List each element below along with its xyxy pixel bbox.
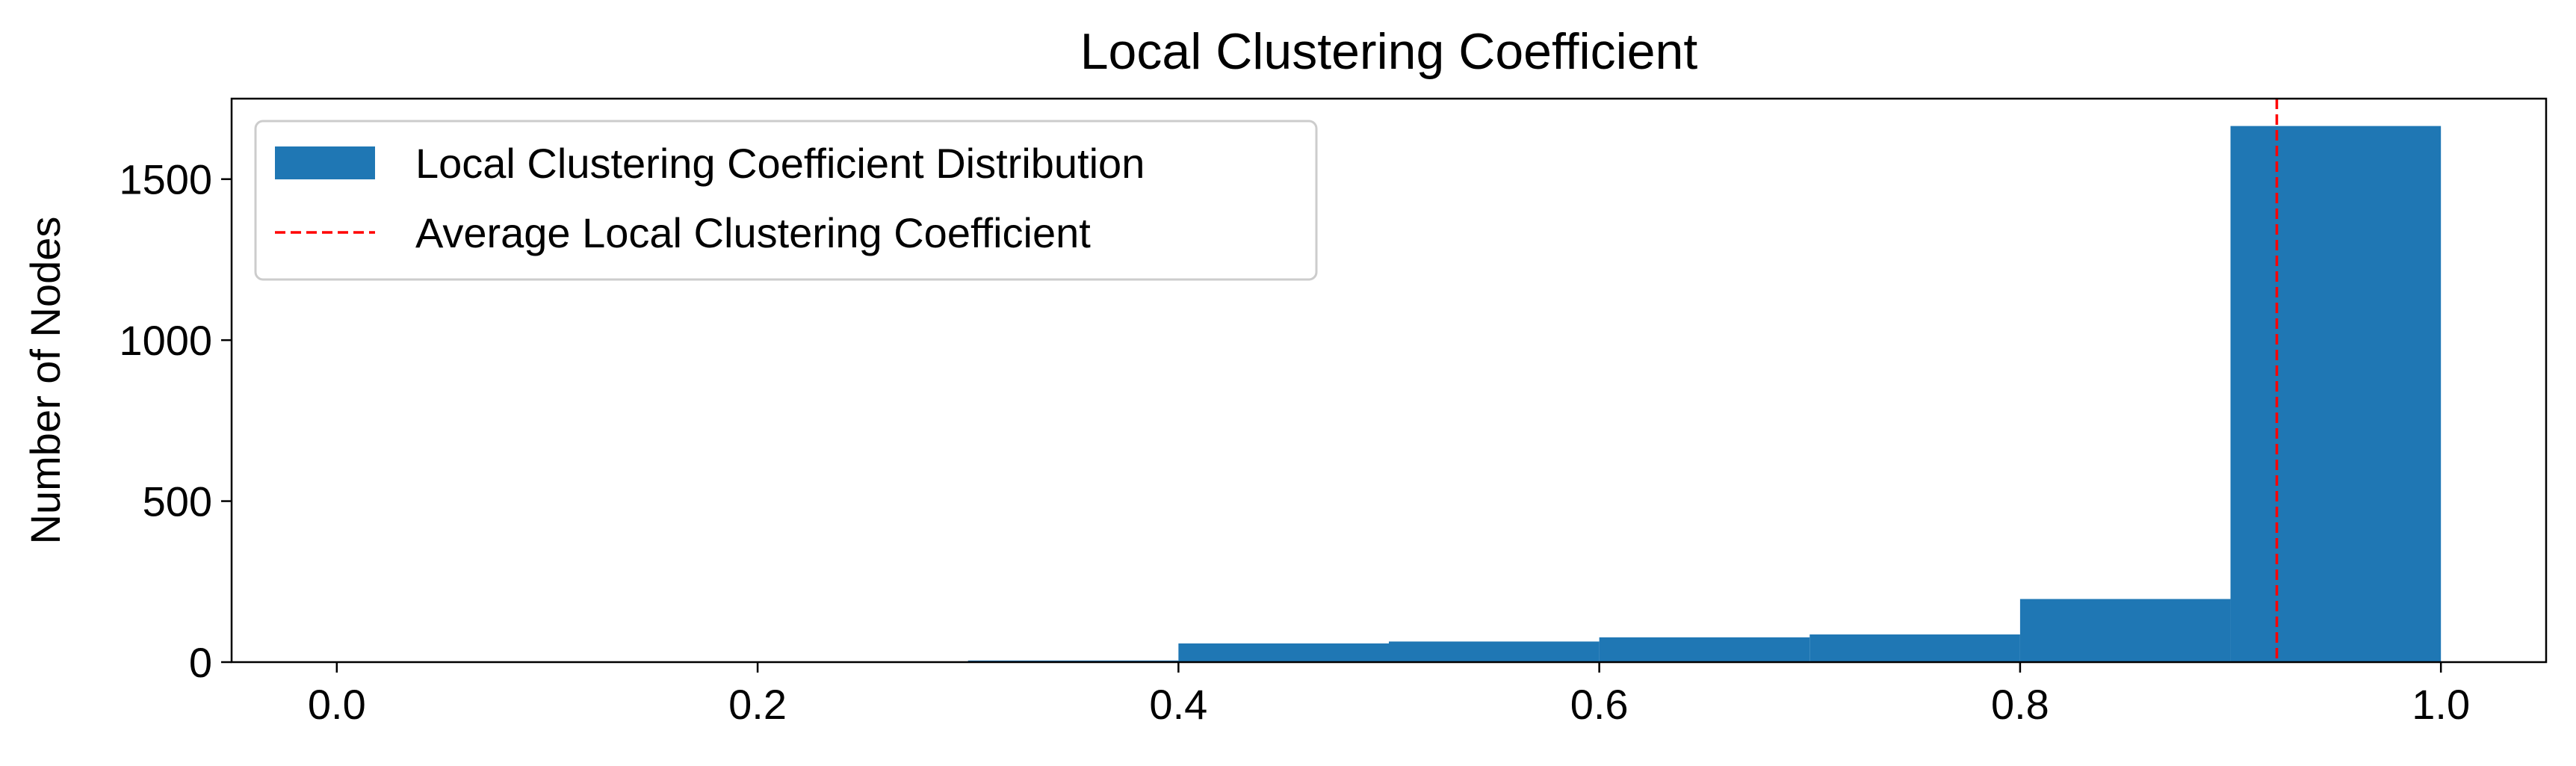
x-axis-ticks: 0.0 0.2 0.4 0.6 0.8 1.0 [308,662,2470,728]
y-tick-label: 1500 [119,156,212,203]
x-tick-label: 0.2 [728,681,787,728]
histogram-bar [1389,641,1600,662]
legend-box [254,120,1318,281]
histogram-bar [2230,126,2442,662]
legend-label-average-line: Average Local Clustering Coefficient [415,209,1091,256]
histogram-bar [1178,643,1389,662]
y-tick-label: 500 [143,478,212,525]
axes-frame [230,97,2548,664]
y-tick-label: 0 [189,639,212,686]
histogram-bar [2019,599,2231,662]
legend: Local Clustering Coefficient Distributio… [254,120,1318,281]
y-axis-label: Number of Nodes [22,217,69,545]
y-tick-label: 1000 [119,317,212,364]
histogram-bar [1599,637,1810,662]
x-tick-label: 0.6 [1570,681,1629,728]
histogram-bar [1809,634,2020,662]
histogram-bars [967,126,2442,662]
x-tick-label: 1.0 [2412,681,2470,728]
legend-swatch-histogram [275,146,375,179]
legend-label-histogram: Local Clustering Coefficient Distributio… [415,140,1145,187]
x-tick-label: 0.4 [1149,681,1207,728]
x-tick-label: 0.8 [1991,681,2049,728]
y-axis-ticks: 0 500 1000 1500 [119,156,232,686]
x-tick-label: 0.0 [308,681,366,728]
chart-title: Local Clustering Coefficient [1080,23,1698,80]
